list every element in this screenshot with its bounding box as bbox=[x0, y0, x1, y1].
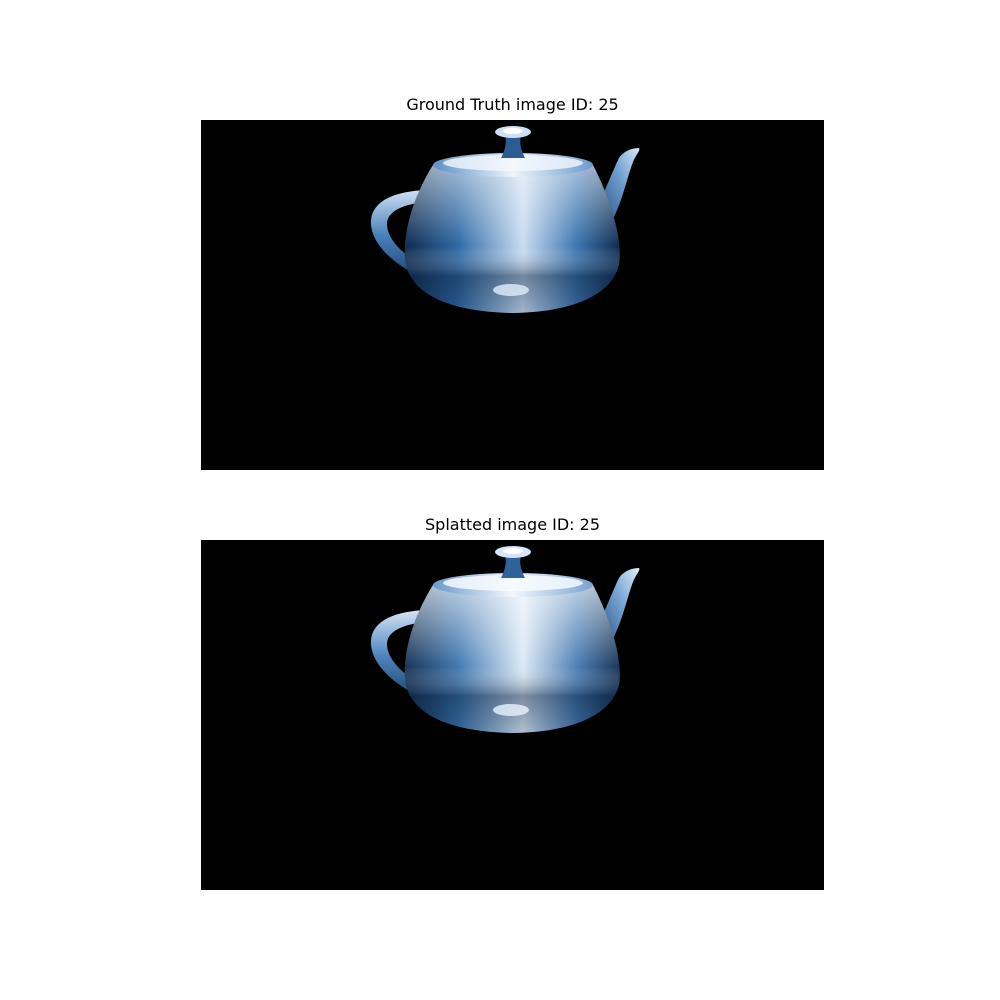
teapot-icon bbox=[370, 546, 640, 733]
teapot-icon bbox=[370, 126, 640, 313]
splatted-title: Splatted image ID: 25 bbox=[425, 515, 600, 534]
splatted-image bbox=[201, 540, 824, 890]
ground-truth-image bbox=[201, 120, 824, 470]
ground-truth-title: Ground Truth image ID: 25 bbox=[406, 95, 619, 114]
